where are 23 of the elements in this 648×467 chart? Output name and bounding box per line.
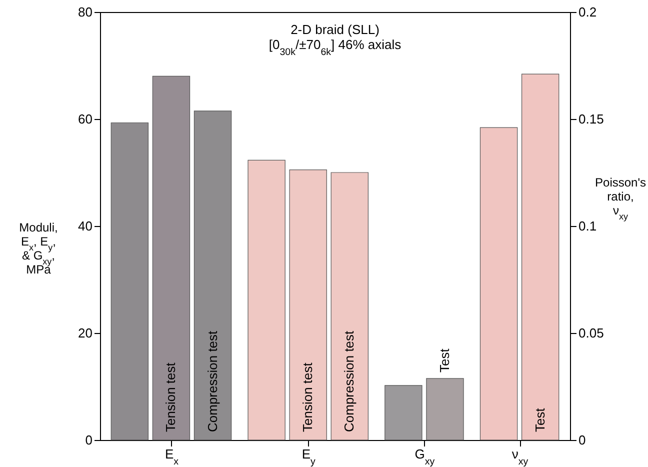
x-tick-label: G$_{xy}$ [414, 446, 435, 467]
y2-tick-label: 0.05 [578, 326, 604, 340]
y2-axis-title: Poisson's ratio, ν$_{xy}$ [595, 176, 646, 222]
y2-tick-label: 0.1 [578, 218, 597, 234]
series-label: Test [532, 408, 548, 432]
text: Moduli, E$_{x}$, E$_{y}$, & G$_{xy}$, MPa [19, 220, 58, 276]
y-tick-label: 80 [78, 4, 92, 20]
text: Test [436, 348, 452, 372]
series-label: Compression test [204, 330, 220, 432]
y2-tick-label: 0 [578, 432, 586, 448]
y-tick-label: 0 [85, 432, 92, 448]
x-tick-label: E$_{x}$ [164, 446, 179, 467]
text: 2-D braid (SLL) [0$_{30k}$/±70$_{6k}$] 46% axials [268, 22, 402, 58]
text: Tension test [300, 362, 316, 432]
y2-tick-label: 0.15 [578, 112, 604, 126]
y-tick-label: 40 [78, 218, 92, 234]
x-tick-label: ν$_{xy}$ [512, 446, 528, 467]
y-tick-label: 60 [78, 112, 92, 126]
y2-tick-label: 0.2 [578, 4, 597, 20]
x-tick-label: E$_{y}$ [302, 446, 316, 467]
y-tick-label: 20 [78, 326, 92, 340]
text: Compression test [342, 330, 357, 432]
series-label: Tension test [163, 362, 178, 432]
